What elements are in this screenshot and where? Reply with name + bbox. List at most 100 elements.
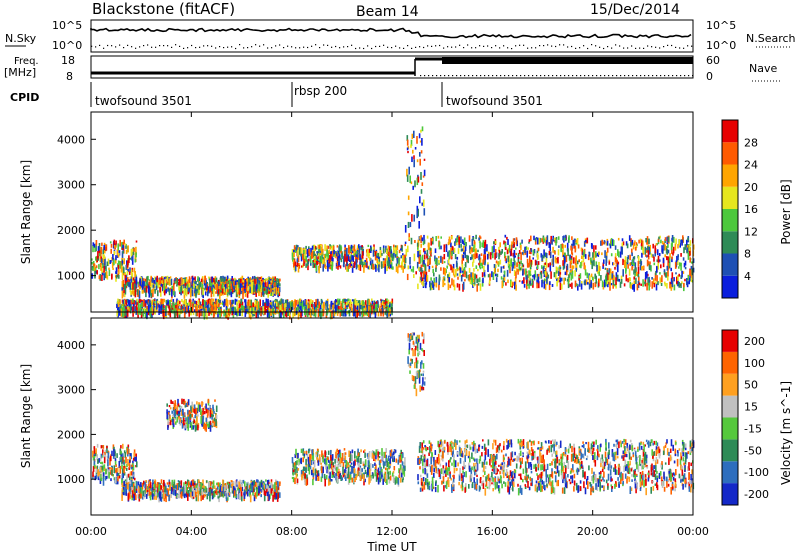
nave-dot xyxy=(500,75,502,77)
power-echo-cell xyxy=(363,265,365,273)
power-echo-cell xyxy=(160,289,162,297)
power-echo-cell xyxy=(209,308,212,315)
power-echo-cell xyxy=(289,301,291,309)
power-echo-cell xyxy=(156,275,158,283)
power-echo-cell xyxy=(383,300,386,303)
power-echo-cell xyxy=(169,307,171,314)
power-echo-cell xyxy=(370,263,373,270)
power-echo-cell xyxy=(94,270,96,279)
power-echo-cell xyxy=(148,285,150,290)
power-echo-cell xyxy=(226,299,229,307)
power-echo-cell xyxy=(105,271,108,279)
power-echo-cell xyxy=(381,253,383,256)
power-echo-cell xyxy=(462,281,465,290)
power-echo-cell xyxy=(663,269,666,272)
power-echo-cell xyxy=(230,289,233,298)
power-echo-cell xyxy=(462,239,464,244)
power-echo-cell xyxy=(369,306,372,314)
power-echo-cell xyxy=(123,267,125,274)
power-echo-cell xyxy=(525,279,528,284)
power-echo-cell xyxy=(187,305,189,313)
power-echo-cell xyxy=(363,307,365,315)
power-echo-cell xyxy=(491,271,493,278)
power-echo-cell xyxy=(664,239,666,244)
power-echo-cell xyxy=(126,281,129,286)
power-echo-cell xyxy=(384,261,386,269)
velocity-echo-cell xyxy=(117,476,119,482)
power-echo-cell xyxy=(103,273,105,281)
power-echo-cell xyxy=(186,284,189,289)
power-echo-cell xyxy=(659,235,661,239)
n-search-dot xyxy=(175,44,177,46)
power-echo-cell xyxy=(306,309,309,318)
power-echo-cell xyxy=(457,235,459,243)
power-echo-cell xyxy=(536,253,539,260)
power-echo-cell xyxy=(654,247,657,254)
power-echo-cell xyxy=(409,265,412,269)
power-echo-cell xyxy=(367,298,369,305)
power-echo-cell xyxy=(317,250,320,255)
power-echo-cell xyxy=(249,278,251,286)
power-echo-cell xyxy=(332,245,335,254)
power-echo-cell xyxy=(420,189,423,194)
power-echo-cell xyxy=(358,264,360,271)
power-echo-cell xyxy=(482,240,485,248)
power-echo-cell xyxy=(392,255,395,259)
n-search-dot xyxy=(543,45,545,47)
power-echo-cell xyxy=(335,304,337,313)
nave-dot xyxy=(564,75,566,77)
power-echo-cell xyxy=(341,253,343,259)
power-echo-cell xyxy=(356,301,358,308)
power-echo-cell xyxy=(681,281,683,285)
power-echo-cell xyxy=(284,308,287,312)
power-echo-cell xyxy=(129,282,132,290)
power-echo-cell xyxy=(183,311,186,319)
power-echo-cell xyxy=(595,245,597,250)
power-echo-cell xyxy=(168,288,171,296)
power-echo-cell xyxy=(664,254,666,258)
n-sky-label: N.Sky xyxy=(5,32,37,45)
power-echo-cell xyxy=(152,289,154,297)
power-echo-cell xyxy=(350,263,353,267)
power-echo-cell xyxy=(637,256,640,264)
power-echo-cell xyxy=(260,290,263,298)
power-echo-cell xyxy=(580,283,583,290)
power-echo-cell xyxy=(330,301,333,307)
power-echo-cell xyxy=(154,303,157,306)
power-echo-cell xyxy=(338,252,340,255)
power-echo-cell xyxy=(541,279,543,288)
power-echo-cell xyxy=(256,305,258,313)
power-echo-cell xyxy=(104,258,106,266)
power-echo-cell xyxy=(671,235,674,243)
power-echo-cell xyxy=(192,303,194,312)
power-echo-cell xyxy=(386,310,389,318)
n-search-dot xyxy=(499,47,501,49)
power-echo-cell xyxy=(566,278,569,282)
power-echo-cell xyxy=(481,272,484,278)
velocity-echo-cell xyxy=(114,460,117,465)
power-echo-cell xyxy=(160,304,163,308)
power-echo-cell xyxy=(637,273,640,278)
power-echo-cell xyxy=(121,241,123,247)
power-echo-cell xyxy=(380,309,382,317)
power-echo-cell xyxy=(335,299,337,303)
power-echo-cell xyxy=(219,279,222,286)
power-echo-cell xyxy=(176,304,179,309)
power-echo-cell xyxy=(650,253,653,258)
power-echo-cell xyxy=(122,250,124,254)
power-echo-cell xyxy=(91,258,93,261)
power-echo-cell xyxy=(420,172,422,180)
power-echo-cell xyxy=(393,247,395,253)
power-echo-cell xyxy=(263,302,265,307)
freq-frame xyxy=(90,55,694,79)
power-echo-cell xyxy=(149,281,152,287)
power-echo-cell xyxy=(240,287,242,295)
nave-dot xyxy=(656,75,658,77)
power-echo-cell xyxy=(481,242,483,248)
power-echo-cell xyxy=(95,256,97,261)
velocity-echo-cell xyxy=(134,492,136,501)
power-echo-cell xyxy=(270,286,272,289)
power-echo-cell xyxy=(95,243,97,252)
velocity-echo-cell xyxy=(126,476,128,484)
power-echo-cell xyxy=(590,280,592,288)
